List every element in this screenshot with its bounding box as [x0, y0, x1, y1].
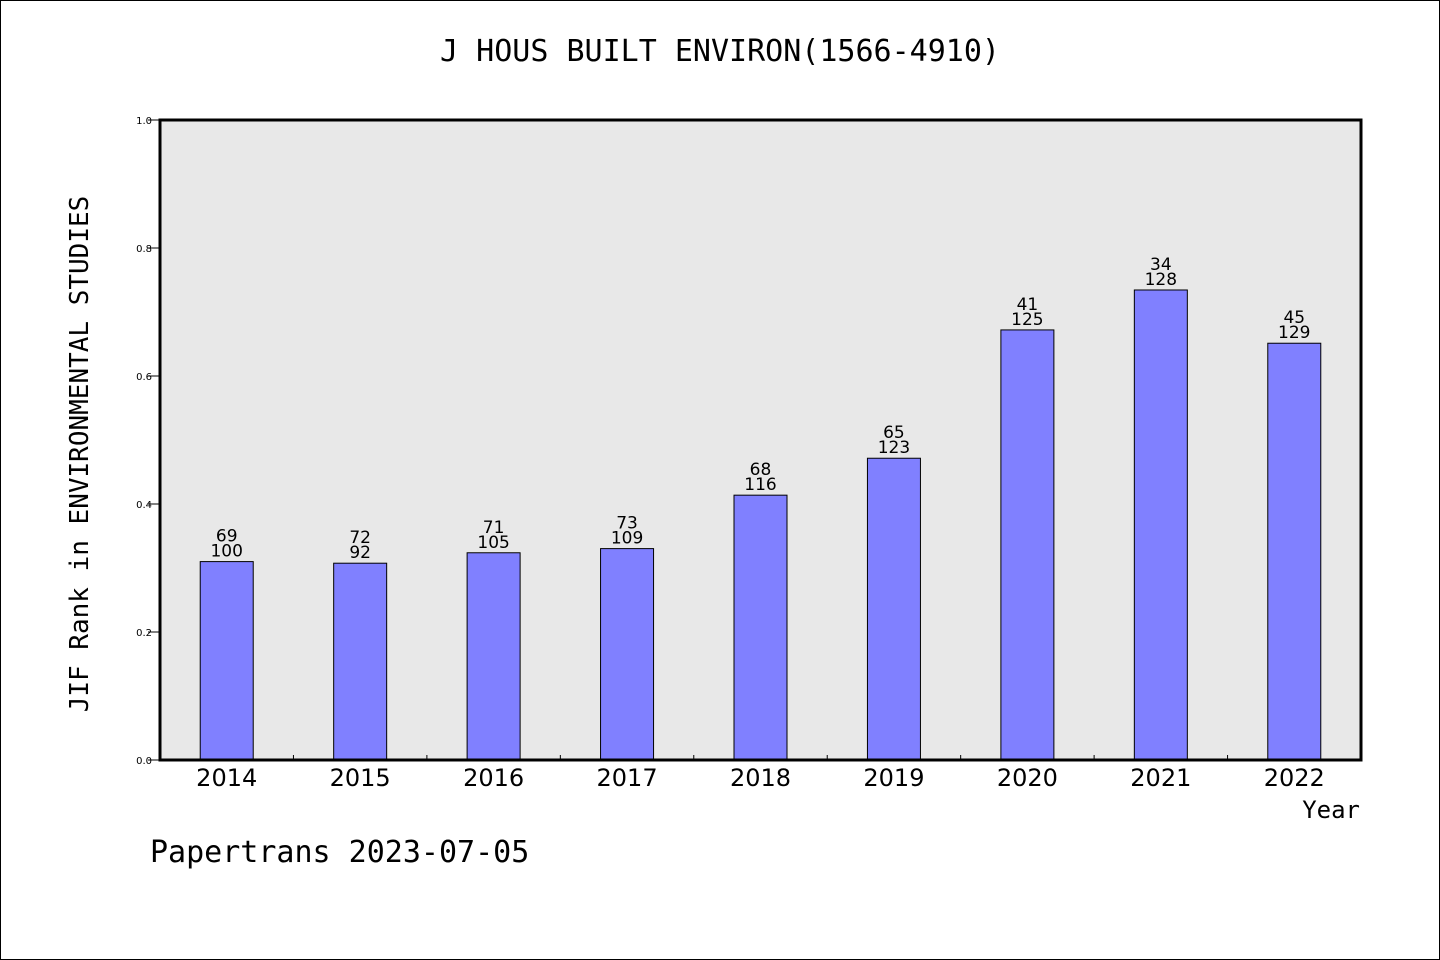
data-label-total: 123	[878, 438, 910, 458]
data-label-total: 100	[210, 542, 242, 562]
bar	[333, 562, 388, 761]
x-tick-label: 2016	[463, 764, 524, 792]
bar	[600, 548, 655, 761]
data-label-rank: 71	[483, 518, 505, 538]
data-label-total: 129	[1278, 323, 1310, 343]
data-label-total: 116	[744, 475, 776, 495]
y-tick-label: 0.6	[136, 372, 152, 383]
data-label-rank: 41	[1017, 295, 1039, 315]
x-tick-label: 2014	[196, 764, 257, 792]
x-tick-label: 2022	[1264, 764, 1325, 792]
x-tick-label: 2015	[330, 764, 391, 792]
footer-credit: Papertrans 2023-07-05	[150, 835, 530, 870]
x-axis-label: Year	[1302, 796, 1360, 824]
data-label-rank: 73	[616, 514, 638, 534]
x-tick-label: 2020	[997, 764, 1058, 792]
data-label-rank: 69	[216, 527, 238, 547]
data-label-total: 109	[611, 529, 643, 549]
data-label-total: 92	[349, 543, 371, 563]
y-tick-label: 0.4	[136, 500, 152, 511]
data-label-rank: 72	[349, 528, 371, 548]
bar	[1133, 289, 1188, 761]
x-tick-label: 2017	[597, 764, 658, 792]
data-label-total: 128	[1145, 270, 1177, 290]
x-tick-label: 2019	[863, 764, 924, 792]
data-label-rank: 65	[883, 423, 905, 443]
data-label-rank: 68	[750, 460, 772, 480]
bar	[1000, 329, 1055, 761]
chart-title: J HOUS BUILT ENVIRON(1566-4910)	[440, 34, 1000, 69]
bar	[199, 561, 254, 761]
data-label-total: 105	[477, 533, 509, 553]
y-tick-label: 1.0	[136, 116, 152, 127]
y-tick-label: 0.2	[136, 628, 152, 639]
bar	[733, 494, 788, 761]
bar	[866, 457, 921, 761]
data-label-rank: 45	[1283, 308, 1305, 328]
bar	[1267, 342, 1322, 761]
x-tick-label: 2021	[1130, 764, 1191, 792]
data-label-total: 125	[1011, 310, 1043, 330]
y-tick-label: 0.0	[136, 756, 152, 767]
y-tick-label: 0.8	[136, 244, 152, 255]
data-label-rank: 34	[1150, 255, 1172, 275]
x-tick-label: 2018	[730, 764, 791, 792]
bar	[466, 552, 521, 761]
plot-border	[158, 118, 1363, 762]
